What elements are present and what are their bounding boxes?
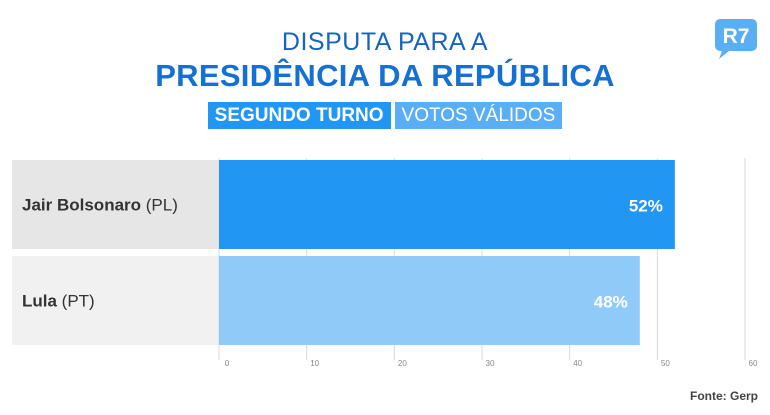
subtitle-tags: SEGUNDO TURNO VOTOS VÁLIDOS (0, 102, 770, 129)
tick-label: 20 (398, 359, 407, 368)
tick-label: 50 (661, 359, 670, 368)
tick-label: 0 (225, 359, 230, 368)
title-line1: DISPUTA PARA A (281, 28, 489, 56)
tick-label: 60 (749, 359, 758, 368)
category-label: Jair Bolsonaro (PL) (22, 196, 178, 215)
logo-text: R7 (723, 25, 750, 48)
tick-label: 30 (486, 359, 495, 368)
page-title: PRESIDÊNCIA DA REPÚBLICA (155, 58, 615, 93)
candidate-name: Jair Bolsonaro (22, 196, 141, 215)
party-name: (PT) (57, 292, 95, 311)
category-label: Lula (PT) (22, 292, 95, 311)
bar-bolsonaro (219, 160, 675, 249)
tick-label: 40 (573, 359, 582, 368)
candidate-name: Lula (22, 292, 57, 311)
source-label: Fonte: Gerp (690, 389, 758, 403)
bar-lula (219, 256, 640, 345)
value-label: 52% (629, 197, 663, 216)
value-label: 48% (594, 293, 628, 312)
round-tag: SEGUNDO TURNO (207, 102, 391, 129)
party-name: (PL) (141, 196, 178, 215)
votes-tag: VOTOS VÁLIDOS (394, 102, 563, 129)
r7-logo: R7 (713, 17, 759, 61)
tick-label: 10 (310, 359, 319, 368)
